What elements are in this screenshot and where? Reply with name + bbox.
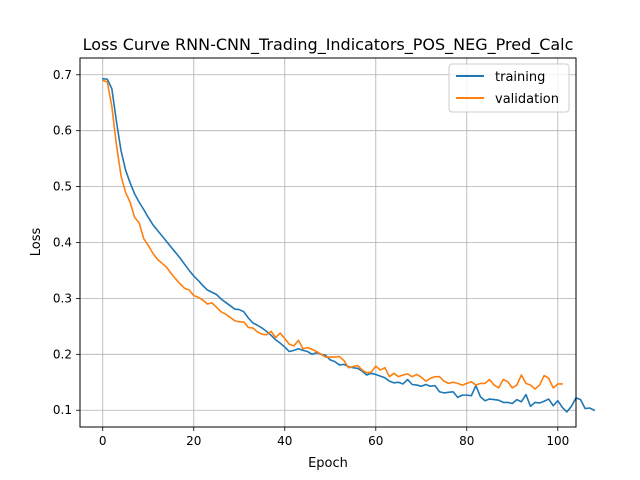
x-axis-label: Epoch [308, 456, 348, 471]
x-tick-label: 100 [546, 434, 569, 448]
x-tick-label: 80 [459, 434, 474, 448]
y-tick-label: 0.7 [53, 68, 72, 82]
x-tick-label: 0 [99, 434, 107, 448]
legend: training validation [448, 63, 570, 113]
series-lines [101, 77, 596, 413]
y-tick-label: 0.4 [53, 236, 72, 250]
chart-title: Loss Curve RNN-CNN_Trading_Indicators_PO… [83, 35, 574, 55]
x-tick-label: 20 [186, 434, 201, 448]
x-tick-label: 40 [277, 434, 292, 448]
series-line-validation [101, 79, 564, 390]
y-tick-label: 0.5 [53, 180, 72, 194]
y-tick-label: 0.1 [53, 403, 72, 417]
y-axis-label: Loss [29, 228, 44, 257]
plot-frame [79, 57, 577, 428]
legend-label-training: training [495, 70, 545, 85]
y-tick-label: 0.6 [53, 124, 72, 138]
legend-label-validation: validation [495, 92, 559, 107]
x-tick-label: 60 [368, 434, 383, 448]
y-tick-label: 0.3 [53, 291, 72, 305]
y-tick-label: 0.2 [53, 347, 72, 361]
axis-ticks: 0 20 40 60 80 100 0.1 0.2 0.3 0.4 0.5 0.6 0.7 [53, 68, 569, 448]
grid [80, 58, 576, 427]
